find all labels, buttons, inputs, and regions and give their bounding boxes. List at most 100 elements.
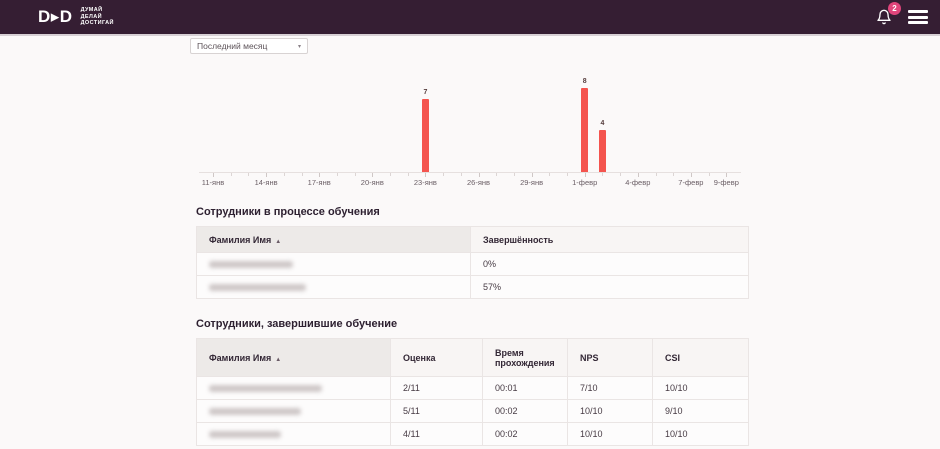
- axis-tick: [230, 173, 232, 176]
- bar-chart: 11-янв 14-янв 17-янв 20-янв 23-янв 26-янв 29-я…: [185, 58, 755, 190]
- axis-tick-label: 9-февр: [713, 178, 739, 187]
- chevron-down-icon: ▾: [297, 43, 301, 50]
- employee-name-cell[interactable]: [196, 275, 471, 299]
- chart-bar[interactable]: [421, 98, 429, 172]
- axis-tick: [407, 173, 409, 176]
- table-header-row: Фамилия Имя ▲ Оценка Время прохождения NP…: [196, 338, 749, 377]
- tagline-line: ДОСТИГАЙ: [80, 20, 114, 27]
- redacted-name: [209, 384, 322, 392]
- axis-tick-label: 26-янв: [466, 178, 491, 187]
- axis-tick: [354, 173, 356, 176]
- chart-bar-value: 4: [600, 120, 605, 127]
- axis-tick: [549, 173, 551, 176]
- axis-tick: [673, 173, 675, 176]
- chart-bar[interactable]: [598, 130, 606, 172]
- table-cell: 10/10: [567, 399, 653, 423]
- tagline-line: ДУМАЙ: [80, 7, 103, 14]
- axis-tick: [620, 173, 622, 176]
- table-cell: 9/10: [652, 399, 749, 423]
- redacted-name: [209, 430, 281, 438]
- table-cell: 00:02: [482, 422, 568, 446]
- axis-tick: [443, 173, 445, 176]
- hamburger-icon: [908, 10, 928, 13]
- axis-tick: [478, 173, 480, 177]
- employee-name-cell[interactable]: [196, 399, 391, 423]
- chart-bar[interactable]: [581, 88, 589, 172]
- redacted-name: [209, 260, 293, 268]
- header-actions: 2: [876, 2, 928, 29]
- chart-bar-value: 8: [582, 78, 587, 85]
- axis-tick: [460, 173, 462, 176]
- column-header-nps[interactable]: NPS: [567, 338, 653, 377]
- table-row: 2/11 00:01 7/10 10/10: [196, 376, 749, 400]
- column-header-time[interactable]: Время прохождения: [482, 338, 568, 377]
- table-cell: 0%: [470, 252, 749, 276]
- axis-tick: [301, 173, 303, 176]
- table-cell: 4/11: [390, 422, 483, 446]
- notifications-button[interactable]: 2: [876, 2, 901, 26]
- axis-tick-label: 17-янв: [307, 178, 331, 187]
- x-axis-line: [199, 172, 741, 173]
- table-cell: 2/11: [390, 376, 483, 400]
- completed-table: Фамилия Имя ▲ Оценка Время прохождения NP…: [196, 338, 749, 446]
- redacted-name: [209, 283, 306, 291]
- table-cell: 10/10: [652, 376, 749, 400]
- axis-tick: [602, 173, 604, 176]
- menu-button[interactable]: [908, 6, 928, 29]
- column-header-csi[interactable]: CSI: [652, 338, 749, 377]
- table-header-row: Фамилия Имя ▲ Завершённость: [196, 226, 749, 253]
- axis-tick: [266, 173, 268, 177]
- bell-icon: [877, 9, 891, 25]
- table-cell: 7/10: [567, 376, 653, 400]
- sort-asc-icon: ▲: [275, 238, 282, 245]
- logo-tagline: ДУМАЙ ДЕЛАЙ ДОСТИГАЙ: [81, 7, 114, 27]
- section-title-in-progress: Сотрудники в процессе обучения: [196, 206, 380, 218]
- section-title-completed: Сотрудники, завершившие обучение: [196, 318, 398, 330]
- axis-tick-label: 1-февр: [572, 178, 598, 187]
- redacted-name: [209, 407, 301, 415]
- table-row: 0%: [196, 252, 749, 276]
- column-header-completion[interactable]: Завершённость: [470, 226, 749, 253]
- period-select[interactable]: Последний месяц ▾: [190, 38, 308, 54]
- axis-tick: [513, 173, 515, 176]
- logo-text: D▸D: [38, 7, 73, 26]
- employee-name-cell[interactable]: [196, 422, 391, 446]
- axis-tick: [213, 173, 214, 177]
- table-cell: 00:02: [482, 399, 568, 423]
- table-cell: 57%: [470, 275, 749, 299]
- axis-tick: [425, 173, 427, 177]
- axis-tick: [531, 173, 533, 177]
- axis-tick: [248, 173, 250, 176]
- table-cell: 10/10: [652, 422, 749, 446]
- column-header-score[interactable]: Оценка: [390, 338, 483, 377]
- axis-tick: [584, 173, 586, 177]
- axis-tick: [336, 173, 338, 176]
- table-cell: 10/10: [567, 422, 653, 446]
- axis-tick: [708, 173, 710, 176]
- axis-tick: [319, 173, 321, 177]
- axis-tick-label: 14-янв: [254, 178, 278, 187]
- axis-tick-label: 4-февр: [625, 178, 651, 187]
- app-header: D▸D ДУМАЙ ДЕЛАЙ ДОСТИГАЙ 2: [0, 0, 940, 36]
- chart-bar-value: 7: [423, 88, 428, 96]
- axis-tick-label: 23-янв: [413, 178, 437, 187]
- period-select-value: Последний месяц: [197, 41, 268, 51]
- table-cell: 5/11: [390, 399, 483, 423]
- table-row: 5/11 00:02 10/10 9/10: [196, 399, 749, 423]
- column-header-name[interactable]: Фамилия Имя ▲: [196, 226, 471, 253]
- tagline-line: ДЕЛАЙ: [80, 13, 102, 20]
- axis-tick-label: 7-февр: [678, 178, 704, 187]
- table-row: 57%: [196, 275, 749, 299]
- table-row: 4/11 00:02 10/10 10/10: [196, 422, 749, 446]
- app-logo[interactable]: D▸D ДУМАЙ ДЕЛАЙ ДОСТИГАЙ: [38, 7, 114, 27]
- axis-tick: [726, 173, 728, 177]
- axis-tick-label: 11-янв: [201, 178, 225, 187]
- in-progress-table: Фамилия Имя ▲ Завершённость 0% 57%: [196, 226, 749, 299]
- table-cell: 00:01: [482, 376, 568, 400]
- notification-badge: 2: [888, 2, 901, 15]
- employee-name-cell[interactable]: [196, 252, 471, 276]
- hamburger-icon: [908, 21, 928, 24]
- column-header-name[interactable]: Фамилия Имя ▲: [196, 338, 391, 377]
- employee-name-cell[interactable]: [196, 376, 391, 400]
- axis-tick: [372, 173, 374, 177]
